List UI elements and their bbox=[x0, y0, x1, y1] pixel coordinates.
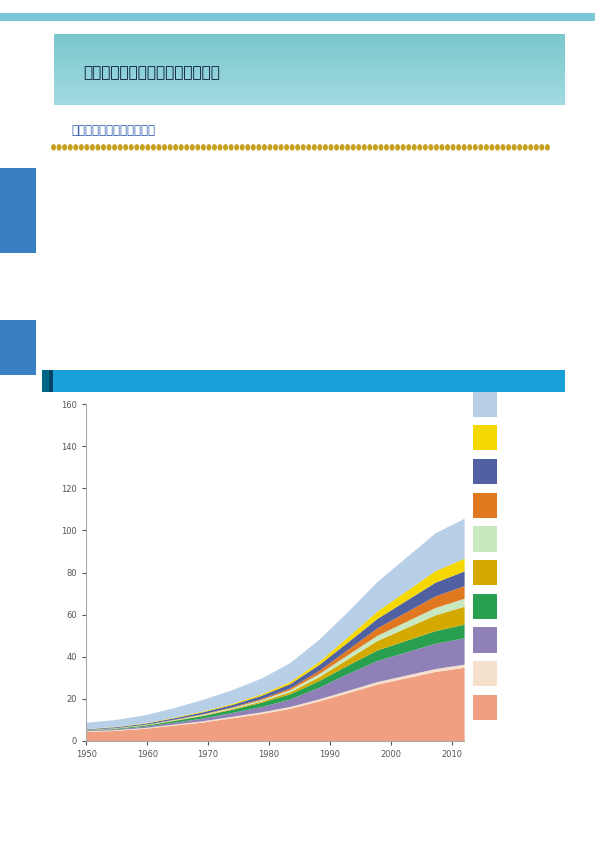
Text: 第
Ⅱ
章: 第 Ⅱ 章 bbox=[15, 333, 20, 362]
Text: （１）世界の漁業・養殖業: （１）世界の漁業・養殖業 bbox=[71, 124, 155, 137]
Text: 図Ⅱ－４－１　世界の漁業・養殖業生産量の推移: 図Ⅱ－４－１ 世界の漁業・養殖業生産量の推移 bbox=[62, 376, 192, 386]
Text: 第４節　水産業をめぐる国際情勢: 第４節 水産業をめぐる国際情勢 bbox=[83, 66, 220, 81]
Text: 第
１
部: 第 １ 部 bbox=[15, 195, 21, 226]
